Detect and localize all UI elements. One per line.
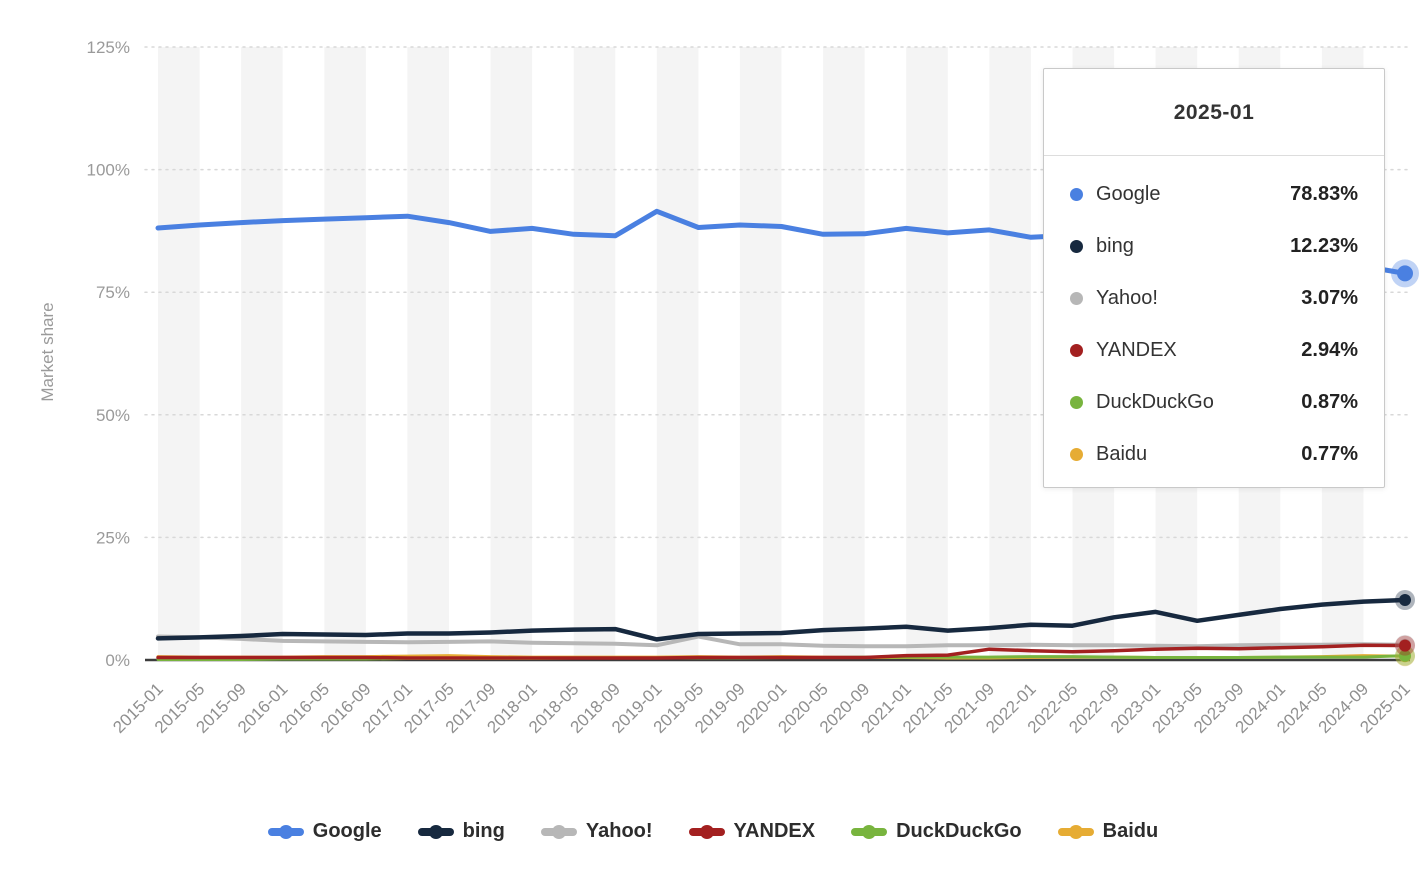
- y-tick-label: 25%: [96, 528, 130, 547]
- background-stripe: [490, 47, 533, 660]
- tooltip-rows: Google 78.83% bing 12.23% Yahoo! 3.07% YANDEX 2…: [1044, 156, 1384, 480]
- legend-label: Baidu: [1102, 820, 1159, 842]
- series-color-dot-baidu-icon: [1070, 447, 1083, 461]
- legend-marker-bing-icon: [417, 824, 454, 840]
- tooltip-series-value: 12.23%: [1290, 234, 1358, 257]
- legend-marker-yahoo-icon: [540, 824, 577, 840]
- legend-label: YANDEX: [733, 820, 816, 842]
- tooltip-series-value: 78.83%: [1290, 182, 1358, 205]
- legend-item-duckduckgo[interactable]: DuckDuckGo: [851, 820, 1022, 843]
- tooltip-series-name: bing: [1096, 234, 1134, 257]
- tooltip-series-name: Baidu: [1096, 442, 1148, 465]
- end-marker-duckduckgo[interactable]: [1399, 649, 1411, 662]
- series-line-yandex[interactable]: [156, 643, 1407, 660]
- series-color-dot-yandex-icon: [1070, 343, 1083, 357]
- background-stripe: [241, 47, 283, 660]
- background-stripe: [656, 47, 699, 660]
- background-stripe: [739, 47, 782, 660]
- series-line-yahoo[interactable]: [156, 634, 1407, 649]
- legend-label: Google: [312, 820, 382, 842]
- series-color-dot-duckduckgo-icon: [1070, 395, 1083, 409]
- legend-item-bing[interactable]: bing: [417, 820, 505, 843]
- tooltip-row-duckduckgo: DuckDuckGo 0.87%: [1044, 376, 1384, 428]
- legend: Google bing Yahoo! YANDEX DuckDuckGo Baidu: [0, 820, 1426, 843]
- end-marker-yandex[interactable]: [1399, 639, 1411, 652]
- legend-item-baidu[interactable]: Baidu: [1057, 820, 1159, 843]
- tooltip-divider: [1044, 155, 1384, 156]
- series-color-dot-google-icon: [1070, 187, 1083, 201]
- tooltip-series-name: YANDEX: [1096, 338, 1177, 361]
- y-tick-label: 125%: [87, 38, 130, 57]
- background-stripe: [573, 47, 616, 660]
- legend-item-yahoo[interactable]: Yahoo!: [540, 820, 653, 843]
- background-stripe: [823, 47, 865, 660]
- tooltip-series-name: DuckDuckGo: [1096, 390, 1214, 413]
- legend-marker-duckduckgo-icon: [851, 824, 888, 840]
- tooltip-series-value: 2.94%: [1301, 338, 1358, 361]
- series-line-bing[interactable]: [155, 597, 1408, 642]
- tooltip-title: 2025-01: [1173, 101, 1255, 124]
- series-color-dot-bing-icon: [1070, 239, 1083, 253]
- y-tick-label: 0%: [105, 651, 130, 670]
- tooltip-row-yahoo: Yahoo! 3.07%: [1044, 272, 1384, 324]
- background-stripe: [989, 47, 1031, 660]
- tooltip-series-name: Yahoo!: [1096, 286, 1158, 309]
- tooltip-row-yandex: YANDEX 2.94%: [1044, 324, 1384, 376]
- end-marker-google[interactable]: [1397, 265, 1413, 282]
- y-tick-label: 50%: [96, 406, 130, 425]
- chart-canvas[interactable]: 0%25%50%75%100%125%2015-012015-052015-09…: [0, 0, 1426, 790]
- tooltip: 2025-01 Google 78.83% bing 12.23% Yahoo! 3.07…: [1043, 68, 1385, 488]
- tooltip-row-baidu: Baidu 0.77%: [1044, 428, 1384, 480]
- legend-label: DuckDuckGo: [896, 820, 1022, 842]
- background-stripe: [158, 47, 200, 660]
- background-stripe: [324, 47, 366, 660]
- legend-item-google[interactable]: Google: [267, 820, 382, 843]
- legend-label: bing: [462, 820, 505, 842]
- line-chart[interactable]: 0% 25% 50% 75% 100% 125% 2015-01 2015-05 2015-09…: [0, 0, 1426, 790]
- legend-item-yandex[interactable]: YANDEX: [688, 820, 816, 843]
- legend-marker-google-icon: [267, 824, 304, 840]
- tooltip-series-value: 0.87%: [1301, 390, 1358, 413]
- background-stripe: [407, 47, 449, 660]
- end-marker-bing[interactable]: [1399, 594, 1411, 606]
- y-tick-label: 100%: [87, 161, 130, 180]
- tooltip-series-name: Google: [1096, 182, 1161, 205]
- background-stripe: [906, 47, 948, 660]
- tooltip-row-google: Google 78.83%: [1044, 168, 1384, 220]
- y-tick-label: 75%: [96, 283, 130, 302]
- tooltip-row-bing: bing 12.23%: [1044, 220, 1384, 272]
- legend-label: Yahoo!: [585, 820, 653, 842]
- tooltip-series-value: 0.77%: [1301, 442, 1358, 465]
- tooltip-series-value: 3.07%: [1301, 286, 1358, 309]
- legend-marker-yandex-icon: [688, 824, 725, 840]
- series-color-dot-yahoo-icon: [1070, 291, 1083, 305]
- legend-marker-baidu-icon: [1057, 824, 1094, 840]
